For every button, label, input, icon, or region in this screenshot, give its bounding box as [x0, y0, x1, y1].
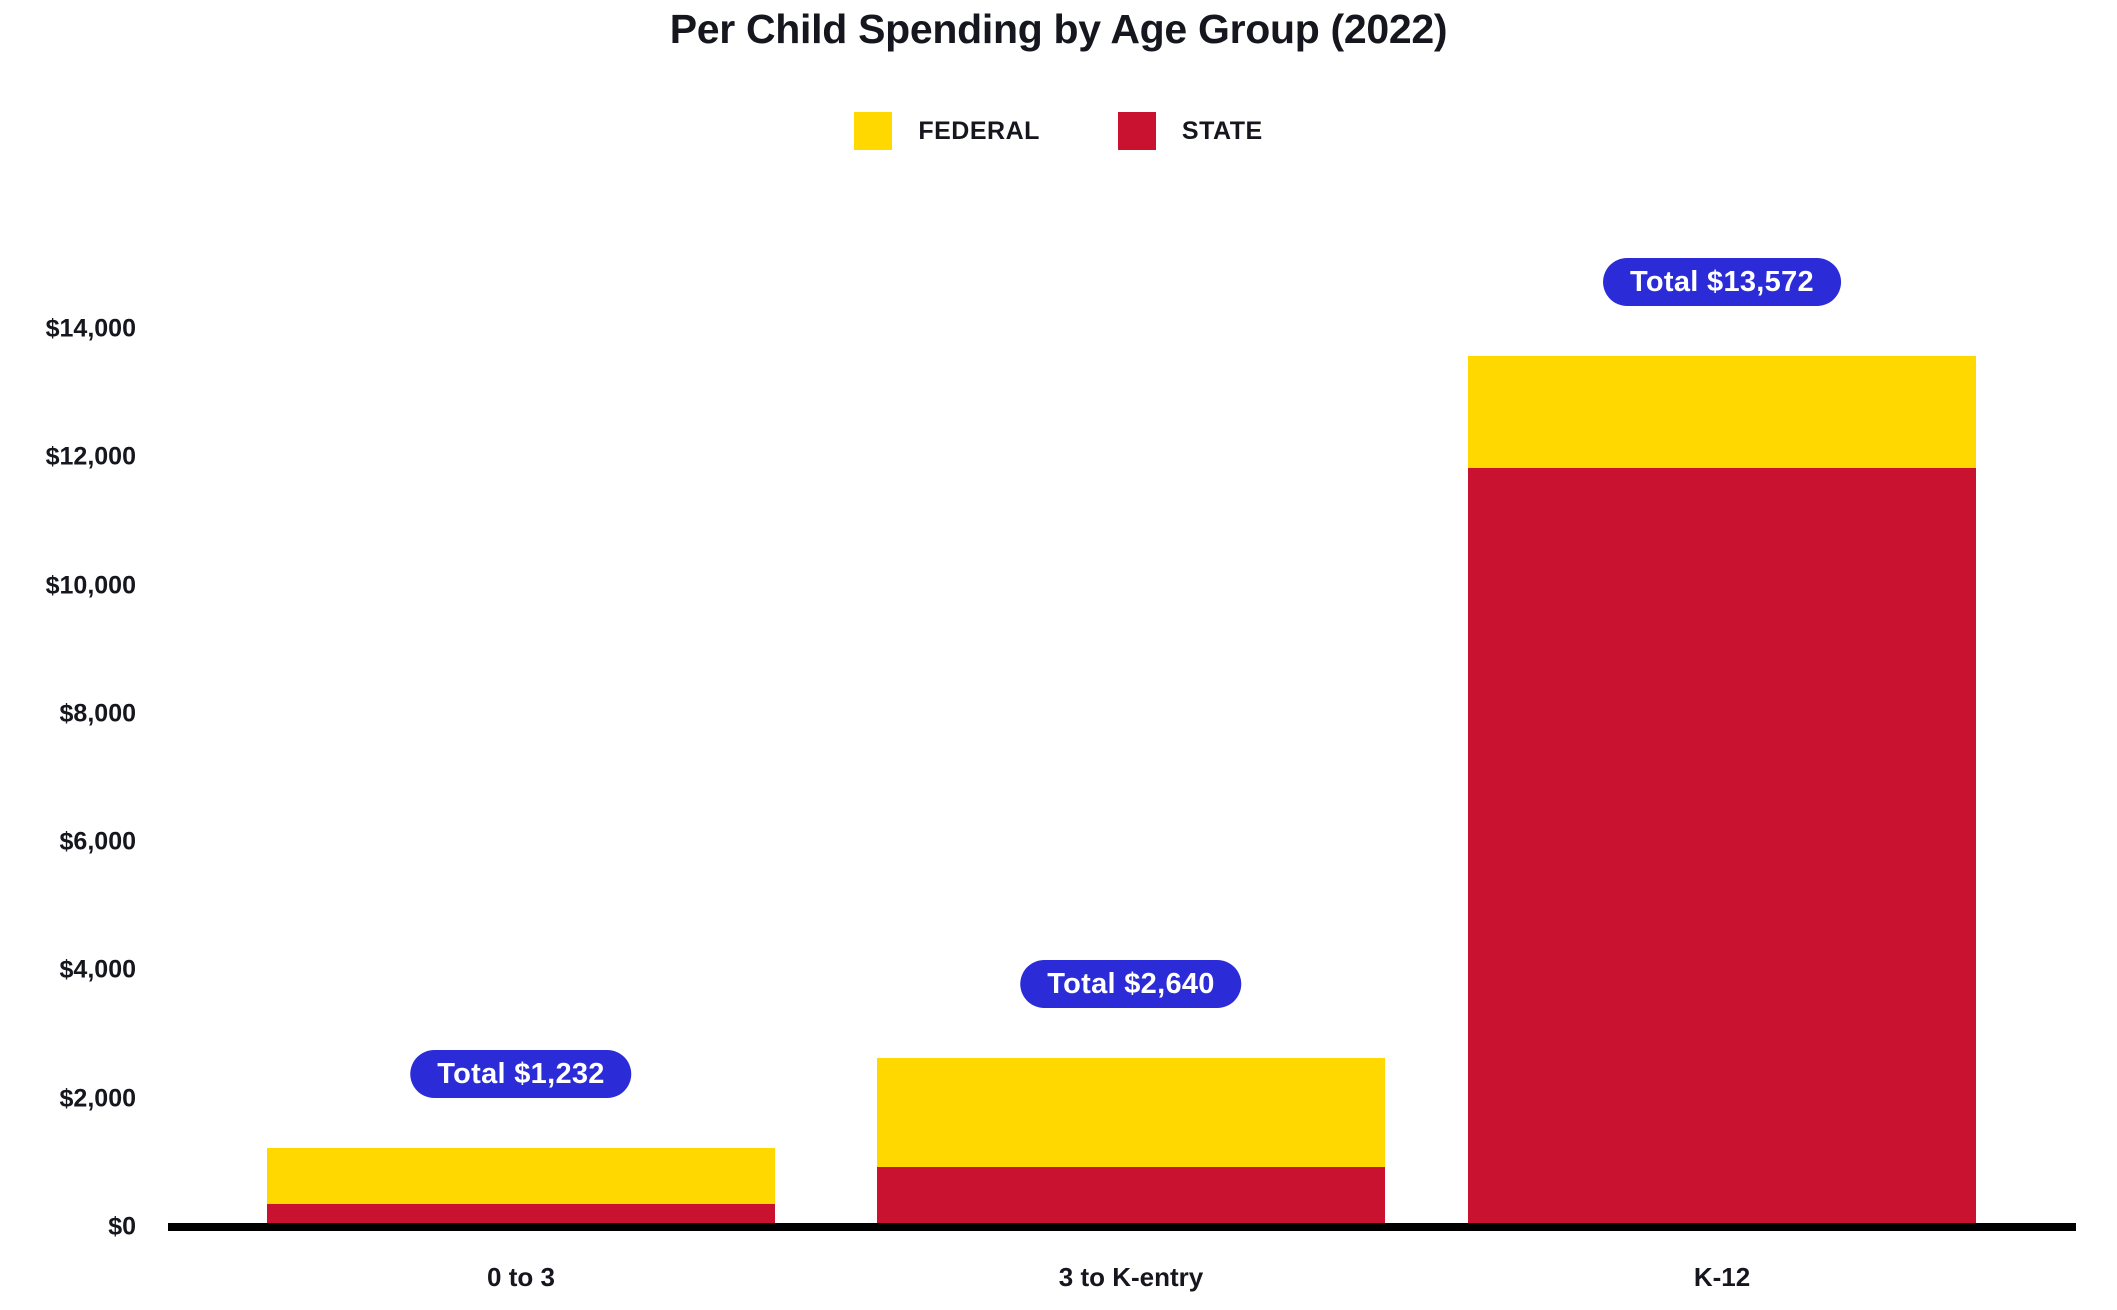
- legend-label-state: STATE: [1181, 116, 1263, 145]
- legend-item-federal: FEDERAL: [854, 112, 1040, 150]
- total-badge-k-12: Total $13,572: [1603, 258, 1841, 307]
- x-axis-line: [168, 1223, 2076, 1231]
- legend-item-state: STATE: [1117, 112, 1263, 150]
- x-axis-label-k-12: K-12: [1693, 1262, 1751, 1292]
- legend-label-federal: FEDERAL: [918, 116, 1040, 145]
- y-tick-label--10-000: $10,000: [45, 571, 136, 600]
- state-segment-0-to-3: [267, 1204, 775, 1227]
- bar-0-to-3: [267, 1147, 775, 1227]
- federal-segment-3-to-k-entry: [877, 1057, 1385, 1168]
- y-tick-label--0: $0: [108, 1212, 136, 1241]
- federal-segment-k-12: [1468, 356, 1976, 469]
- x-axis-label-0-to-3: 0 to 3: [487, 1262, 555, 1292]
- y-tick-label--8-000: $8,000: [59, 699, 136, 728]
- federal-swatch-icon: [854, 112, 893, 150]
- y-tick-label--2-000: $2,000: [59, 1084, 136, 1113]
- bar-3-to-k-entry: [877, 1057, 1385, 1227]
- state-segment-3-to-k-entry: [877, 1167, 1385, 1227]
- state-segment-k-12: [1468, 468, 1976, 1227]
- bar-k-12: [1468, 356, 1976, 1227]
- y-tick-label--6-000: $6,000: [59, 827, 136, 856]
- legend: FEDERAL STATE: [0, 112, 2117, 150]
- total-badge-3-to-k-entry: Total $2,640: [1020, 959, 1242, 1008]
- y-tick-label--14-000: $14,000: [45, 314, 136, 343]
- y-tick-label--12-000: $12,000: [45, 442, 136, 471]
- total-badge-0-to-3: Total $1,232: [410, 1049, 632, 1098]
- chart-title: Per Child Spending by Age Group (2022): [669, 6, 1448, 52]
- federal-segment-0-to-3: [267, 1147, 775, 1205]
- y-tick-label--4-000: $4,000: [59, 955, 136, 984]
- x-axis-label-3-to-k-entry: 3 to K-entry: [1058, 1262, 1204, 1292]
- state-swatch-icon: [1117, 112, 1156, 150]
